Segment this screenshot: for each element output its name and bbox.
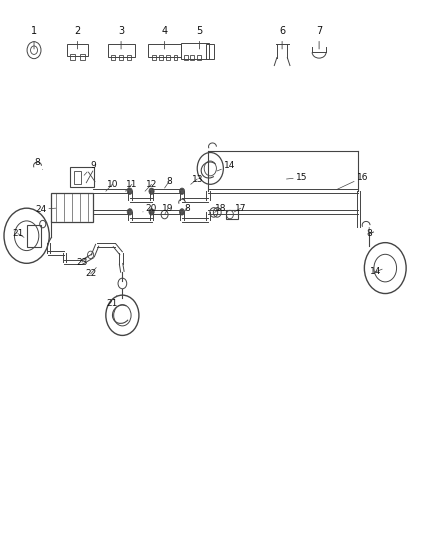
Text: 8: 8	[182, 204, 190, 215]
Bar	[111, 55, 116, 60]
Circle shape	[127, 188, 132, 195]
Text: 5: 5	[196, 26, 202, 49]
Text: 8: 8	[165, 177, 172, 188]
Bar	[173, 55, 177, 60]
Bar	[206, 44, 214, 59]
Text: 12: 12	[145, 180, 157, 191]
Circle shape	[149, 188, 154, 195]
Bar	[197, 55, 201, 60]
Bar	[127, 55, 131, 60]
Text: 1: 1	[31, 26, 37, 49]
Bar	[67, 44, 88, 56]
Bar	[226, 210, 238, 219]
Bar	[70, 54, 75, 60]
Circle shape	[180, 209, 185, 215]
Text: 4: 4	[162, 26, 168, 49]
Bar	[184, 55, 188, 60]
Bar	[108, 44, 134, 57]
Bar	[166, 55, 170, 60]
Bar	[159, 55, 163, 60]
Text: 23: 23	[76, 256, 88, 266]
Text: 17: 17	[234, 204, 247, 213]
Text: 3: 3	[118, 26, 124, 49]
Text: 21: 21	[107, 296, 118, 308]
Text: 21: 21	[12, 229, 24, 238]
Bar	[27, 224, 41, 247]
Text: 14: 14	[370, 268, 382, 276]
Text: 8: 8	[366, 227, 372, 238]
Text: 11: 11	[125, 180, 138, 191]
Bar	[50, 192, 93, 222]
Bar	[181, 43, 209, 59]
Text: 9: 9	[84, 161, 95, 175]
Text: 18: 18	[215, 204, 226, 213]
Text: 15: 15	[286, 173, 307, 182]
Text: 8: 8	[34, 158, 43, 169]
Text: 19: 19	[162, 204, 174, 215]
Bar	[152, 55, 155, 60]
Bar	[191, 55, 194, 60]
Circle shape	[149, 209, 154, 215]
Circle shape	[180, 188, 185, 195]
Circle shape	[127, 209, 132, 215]
Bar	[119, 55, 123, 60]
Bar	[74, 171, 81, 184]
Text: 10: 10	[106, 180, 118, 191]
Text: 2: 2	[74, 26, 81, 49]
Text: 22: 22	[85, 268, 96, 278]
Text: 14: 14	[217, 161, 236, 171]
Text: 20: 20	[143, 204, 157, 213]
Bar	[80, 54, 85, 60]
Text: 24: 24	[35, 205, 56, 214]
Text: 13: 13	[191, 174, 203, 184]
Text: 16: 16	[336, 173, 368, 190]
Bar	[148, 44, 181, 57]
Text: 7: 7	[316, 26, 322, 49]
Text: 6: 6	[279, 26, 285, 49]
Bar	[70, 167, 94, 188]
